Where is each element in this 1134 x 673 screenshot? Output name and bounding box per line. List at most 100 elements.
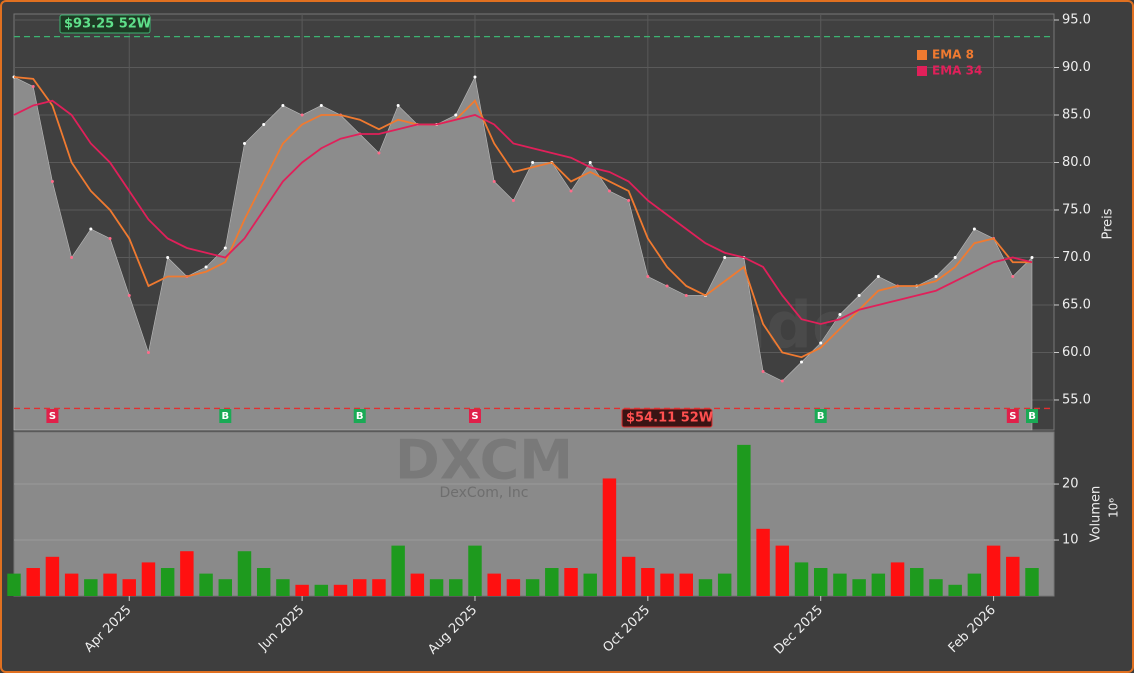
volume-bar xyxy=(717,573,732,596)
volume-bar xyxy=(986,545,1001,596)
x-tick-label: Jun 2025 xyxy=(255,603,307,655)
signal-label: B xyxy=(817,411,825,422)
volume-tick-label: 20 xyxy=(1062,477,1079,492)
volume-bar xyxy=(621,556,636,596)
y-tick-label: 65.0 xyxy=(1062,297,1091,312)
volume-bar xyxy=(295,584,309,596)
volume-bar xyxy=(525,579,540,596)
volume-bar xyxy=(256,568,271,596)
level-label: $93.25 52W xyxy=(64,17,151,32)
volume-bar xyxy=(948,584,962,596)
y-axis-label: Preis xyxy=(1101,208,1116,239)
close-point xyxy=(607,189,611,193)
close-point xyxy=(876,274,880,278)
volume-axis-label: Volumen xyxy=(1089,486,1104,543)
ema-line xyxy=(13,76,1032,359)
volume-bar xyxy=(429,579,444,596)
x-tick-label: Feb 2026 xyxy=(946,603,999,656)
close-point xyxy=(70,255,74,259)
volume-bar xyxy=(180,551,194,596)
y-tick-label: 90.0 xyxy=(1062,60,1091,75)
volume-bar xyxy=(333,584,348,596)
volume-bar xyxy=(237,551,252,596)
volume-bar xyxy=(410,573,425,596)
close-point xyxy=(281,103,285,107)
close-point xyxy=(531,160,535,164)
close-point xyxy=(723,255,727,259)
close-point xyxy=(242,141,246,145)
signal-badge xyxy=(1006,409,1019,423)
volume-bar xyxy=(506,579,521,596)
signal-label: S xyxy=(49,411,56,422)
signal-badge xyxy=(1026,409,1038,423)
ema-line xyxy=(13,99,1033,325)
close-point xyxy=(377,151,381,155)
x-tick-label: Apr 2025 xyxy=(82,603,135,656)
volume-bar xyxy=(929,579,943,596)
close-point xyxy=(396,103,400,107)
volume-bar xyxy=(813,568,828,596)
close-point xyxy=(684,293,688,297)
volume-bar xyxy=(45,556,60,596)
signal-badge xyxy=(219,409,232,423)
close-point xyxy=(511,198,515,202)
volume-bar xyxy=(487,573,501,596)
volume-bar xyxy=(794,562,809,596)
y-tick-label: 55.0 xyxy=(1062,392,1091,407)
volume-bar xyxy=(737,444,751,596)
y-tick-label: 80.0 xyxy=(1062,155,1091,170)
y-tick-label: 60.0 xyxy=(1062,345,1091,360)
volume-bar xyxy=(372,579,386,596)
volume-bar xyxy=(602,478,617,596)
close-point xyxy=(204,265,208,269)
close-point xyxy=(1011,274,1015,278)
volume-bar xyxy=(967,573,982,596)
close-point xyxy=(934,274,938,278)
x-tick-label: Aug 2025 xyxy=(425,603,480,658)
x-tick-label: Dec 2025 xyxy=(771,603,826,658)
volume-bar xyxy=(7,573,21,596)
legend-swatch xyxy=(917,50,927,60)
volume-bar xyxy=(871,573,886,596)
volume-bar xyxy=(141,562,156,596)
volume-bar xyxy=(84,579,98,596)
close-point xyxy=(166,255,170,259)
close-point xyxy=(454,113,458,117)
y-tick-label: 95.0 xyxy=(1062,12,1091,27)
close-point xyxy=(300,113,304,117)
volume-bar xyxy=(852,579,866,596)
volume-bar xyxy=(910,568,924,596)
ticker-watermark: DXCM xyxy=(395,429,573,492)
volume-bar xyxy=(660,573,674,596)
volume-bar xyxy=(26,568,40,596)
signal-badge xyxy=(46,409,59,423)
volume-bar xyxy=(698,579,713,596)
y-tick-label: 70.0 xyxy=(1062,250,1091,265)
legend-swatch xyxy=(917,66,927,76)
close-point xyxy=(492,179,496,183)
volume-bar xyxy=(641,568,655,596)
volume-bar xyxy=(1025,568,1039,596)
volume-bar xyxy=(276,579,290,596)
close-point xyxy=(665,284,669,288)
volume-bar xyxy=(468,545,482,596)
signal-badge xyxy=(468,409,481,423)
volume-bar xyxy=(756,528,770,596)
volume-bar xyxy=(103,573,117,596)
volume-bar xyxy=(199,573,213,596)
signal-label: S xyxy=(1009,411,1016,422)
close-point xyxy=(857,293,861,297)
close-point xyxy=(800,360,804,364)
signal-label: B xyxy=(1028,411,1036,422)
volume-bar xyxy=(679,573,693,596)
close-point xyxy=(1030,255,1034,259)
close-point xyxy=(89,227,93,231)
signal-badge xyxy=(814,409,827,423)
close-point xyxy=(31,84,35,88)
volume-bar xyxy=(122,579,136,596)
volume-bar xyxy=(1006,556,1020,596)
level-badge xyxy=(59,14,151,34)
volume-bar xyxy=(775,545,790,596)
close-point xyxy=(127,293,131,297)
